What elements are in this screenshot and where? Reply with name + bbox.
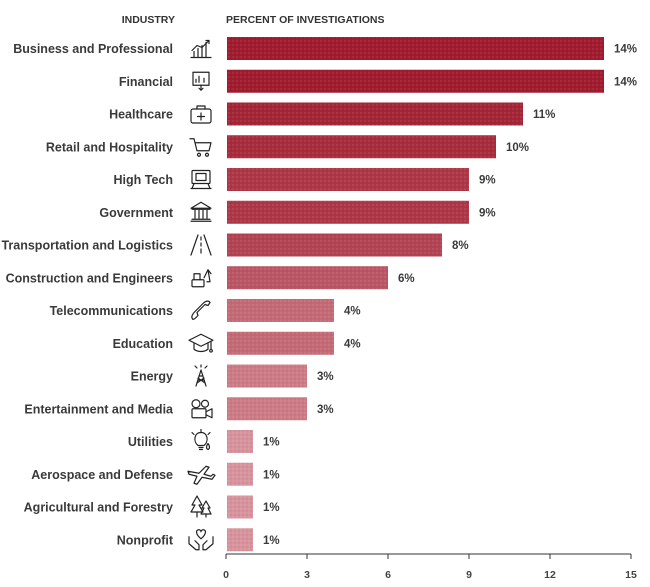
video-camera-icon (191, 399, 213, 419)
value-label: 9% (479, 207, 496, 219)
value-label: 11% (533, 109, 555, 121)
x-tick-label: 9 (466, 569, 472, 581)
bar-row: Telecommunications 4% (50, 299, 361, 322)
bar-row: Government 9% (99, 200, 496, 224)
value-label: 14% (614, 76, 637, 88)
government-building-icon (190, 201, 212, 222)
bar-texture (227, 299, 334, 322)
category-label: Government (99, 206, 173, 220)
industry-header: INDUSTRY (122, 14, 175, 26)
computer-chip-icon (190, 169, 212, 190)
bar-texture (227, 135, 496, 159)
value-label: 8% (452, 240, 469, 252)
x-tick-label: 0 (223, 569, 229, 581)
airplane-icon (187, 465, 216, 485)
value-label: 1% (263, 502, 280, 514)
road-icon (190, 234, 212, 256)
bar-texture (227, 266, 388, 290)
category-label: Financial (119, 75, 173, 89)
bar-texture (227, 37, 604, 60)
category-label: Agricultural and Forestry (24, 501, 173, 515)
category-label: Entertainment and Media (24, 402, 174, 416)
money-chart-icon (192, 71, 210, 91)
bar-row: Education 4% (113, 331, 361, 355)
value-label: 4% (344, 338, 361, 350)
bar-texture (227, 462, 253, 486)
bar-texture (227, 397, 307, 421)
heart-hands-icon (188, 529, 214, 551)
category-label: Healthcare (109, 108, 173, 122)
telephone-icon (191, 300, 211, 321)
category-label: Telecommunications (50, 304, 173, 318)
bar-texture (227, 495, 253, 519)
category-label: High Tech (114, 173, 174, 187)
bar-texture (227, 430, 253, 453)
value-label: 10% (506, 142, 529, 154)
bar-row: Business and Professional 14% (13, 37, 637, 60)
category-label: Energy (131, 370, 173, 384)
category-label: Education (113, 337, 173, 351)
value-label: 1% (263, 437, 280, 449)
value-label: 1% (263, 535, 280, 547)
bar-row: Financial 14% (119, 69, 637, 93)
value-label: 1% (263, 469, 280, 481)
category-label: Transportation and Logistics (1, 239, 173, 253)
category-label: Construction and Engineers (6, 271, 173, 285)
bar-row: Healthcare 11% (109, 102, 555, 126)
power-tower-icon (194, 364, 208, 387)
value-label: 3% (317, 404, 334, 416)
x-tick-label: 3 (304, 569, 310, 581)
category-label: Nonprofit (117, 533, 174, 547)
bar-row: Energy 3% (131, 364, 334, 388)
bar-row: Aerospace and Defense 1% (31, 462, 280, 486)
bar-row: Agricultural and Forestry 1% (24, 495, 280, 519)
bar-row: Utilities 1% (128, 428, 280, 453)
value-label: 3% (317, 371, 334, 383)
x-tick-label: 6 (385, 569, 391, 581)
bar-texture (227, 528, 253, 552)
value-label: 14% (614, 44, 637, 56)
bar-texture (227, 233, 442, 257)
percent-header: PERCENT OF INVESTIGATIONS (226, 14, 384, 26)
shopping-cart-icon (189, 138, 212, 157)
bar-row: Construction and Engineers 6% (6, 266, 415, 290)
bar-row: Transportation and Logistics 8% (1, 233, 469, 257)
graduation-cap-icon (188, 333, 214, 353)
trees-icon (190, 495, 212, 518)
value-label: 4% (344, 306, 361, 318)
category-label: Aerospace and Defense (31, 468, 173, 482)
medical-kit-icon (190, 105, 212, 124)
bar-texture (227, 200, 469, 224)
category-label: Retail and Hospitality (46, 140, 173, 154)
bar-texture (227, 364, 307, 388)
bar-texture (227, 331, 334, 355)
category-label: Utilities (128, 435, 173, 449)
bar-row: Nonprofit 1% (117, 528, 280, 552)
x-tick-label: 12 (544, 569, 556, 581)
value-label: 6% (398, 273, 415, 285)
bar-texture (227, 69, 604, 93)
category-label: Business and Professional (13, 42, 173, 56)
bar-texture (227, 168, 469, 191)
bar-chart-icon (190, 39, 212, 59)
bar-texture (227, 102, 523, 126)
bar-row: Entertainment and Media 3% (24, 397, 334, 421)
x-tick-label: 15 (625, 569, 637, 581)
lightbulb-drop-icon (191, 428, 211, 451)
excavator-icon (191, 269, 212, 288)
bar-row: Retail and Hospitality 10% (46, 135, 529, 159)
bar-row: High Tech 9% (114, 168, 496, 191)
value-label: 9% (479, 175, 496, 187)
